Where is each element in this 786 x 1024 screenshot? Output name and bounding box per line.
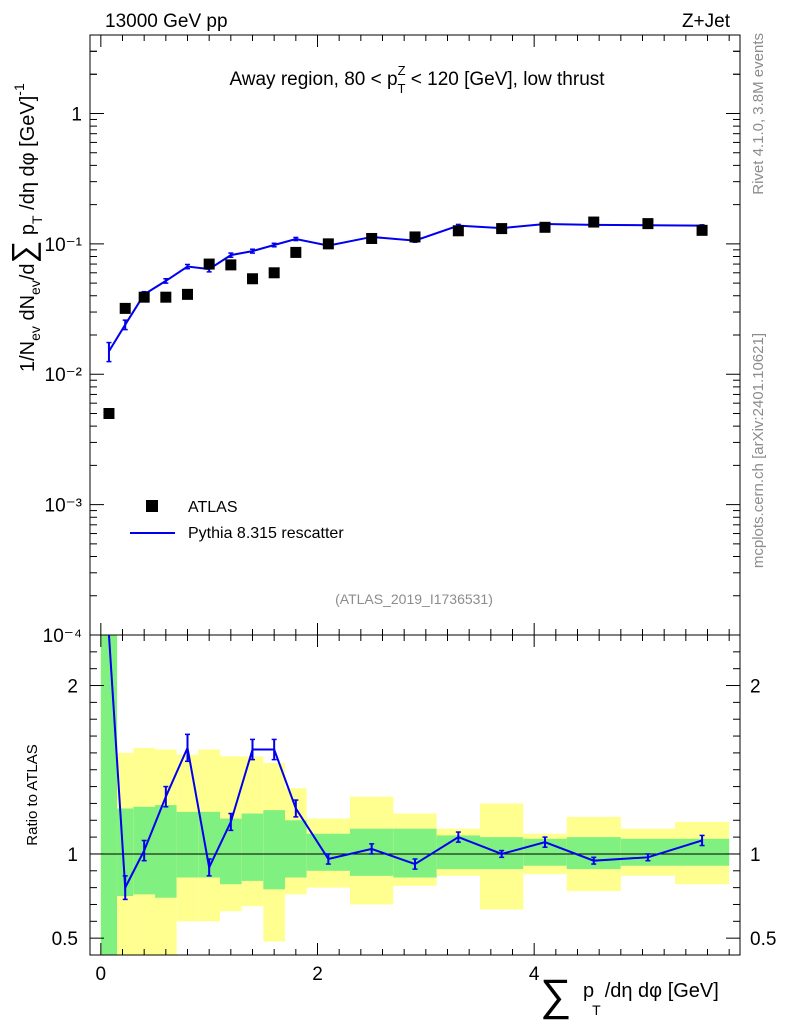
header-process: Z+Jet	[682, 11, 731, 32]
ratio-band-inner	[263, 810, 285, 890]
side-rivet-label: Rivet 4.1.0, 3.8M events	[750, 33, 767, 195]
side-mcplots-label: mcplots.cern.ch [arXiv:2401.10621]	[750, 333, 767, 568]
x-tick-label: 4	[529, 964, 540, 985]
ratio-band-inner	[100, 635, 118, 955]
x-tick-label: 2	[312, 964, 323, 985]
atlas-data-point	[366, 232, 378, 244]
legend-atlas-label: ATLAS	[188, 499, 238, 516]
ratio-plot-frame	[89, 634, 741, 956]
atlas-data-point	[247, 273, 258, 285]
ratio-tick-label-left: 0.5	[52, 929, 78, 950]
y-tick-label: 10⁻³	[45, 496, 83, 517]
y-tick-label: 10⁻⁴	[43, 626, 82, 647]
atlas-data-point	[322, 238, 334, 250]
main-plot-frame	[89, 34, 741, 636]
atlas-data-point	[642, 218, 654, 230]
header-energy: 13000 GeV pp	[105, 11, 228, 32]
atlas-data-point	[103, 407, 115, 419]
analysis-id: (ATLAS_2019_I1736531)	[335, 591, 493, 607]
legend-pythia-label: Pythia 8.315 rescatter	[188, 525, 344, 542]
ratio-tick-label-left: 2	[67, 677, 78, 698]
atlas-data-point	[588, 216, 600, 228]
atlas-data-point	[696, 224, 708, 236]
ratio-band-inner	[176, 811, 199, 878]
atlas-data-point	[203, 258, 215, 270]
atlas-data-point	[496, 223, 508, 235]
atlas-data-point	[225, 259, 237, 271]
atlas-data-point	[138, 291, 150, 303]
y-tick-label: 10⁻¹	[45, 235, 83, 256]
atlas-data-point	[539, 221, 551, 233]
atlas-data-point	[160, 291, 172, 303]
x-axis-sum-symbol: ∑	[540, 971, 571, 1020]
mc-line	[108, 223, 703, 352]
atlas-data-point	[452, 225, 464, 237]
ratio-band-inner	[393, 828, 437, 878]
y-axis-label: 1/Nev dNev/d∑ pT /dη dφ [GeV]-1	[5, 83, 45, 372]
legend-atlas-marker	[146, 500, 158, 512]
ratio-tick-label-right: 0.5	[750, 929, 776, 950]
ratio-band-inner	[241, 813, 264, 881]
atlas-data-point	[119, 302, 131, 314]
ratio-tick-label-right: 1	[750, 845, 761, 866]
ratio-band-inner	[198, 811, 220, 878]
ratio-tick-label-right: 2	[750, 677, 761, 698]
ratio-tick-label-left: 1	[67, 845, 78, 866]
y-tick-label: 10⁻²	[45, 365, 83, 386]
ratio-band-inner	[155, 805, 177, 898]
plot-title: Away region, 80 < pZ T < 120 [GeV], low t…	[229, 63, 605, 96]
ratio-y-axis-label: Ratio to ATLAS	[24, 744, 41, 845]
atlas-data-point	[409, 231, 421, 243]
ratio-band-inner	[285, 820, 307, 878]
ratio-band-inner	[306, 833, 350, 871]
y-tick-label: 1	[71, 104, 82, 125]
atlas-data-point	[182, 288, 193, 300]
x-axis-label: p T/dη dφ [GeV]	[583, 980, 719, 1018]
atlas-data-point	[268, 267, 280, 279]
x-tick-label: 0	[96, 964, 107, 985]
atlas-data-point	[290, 246, 302, 258]
